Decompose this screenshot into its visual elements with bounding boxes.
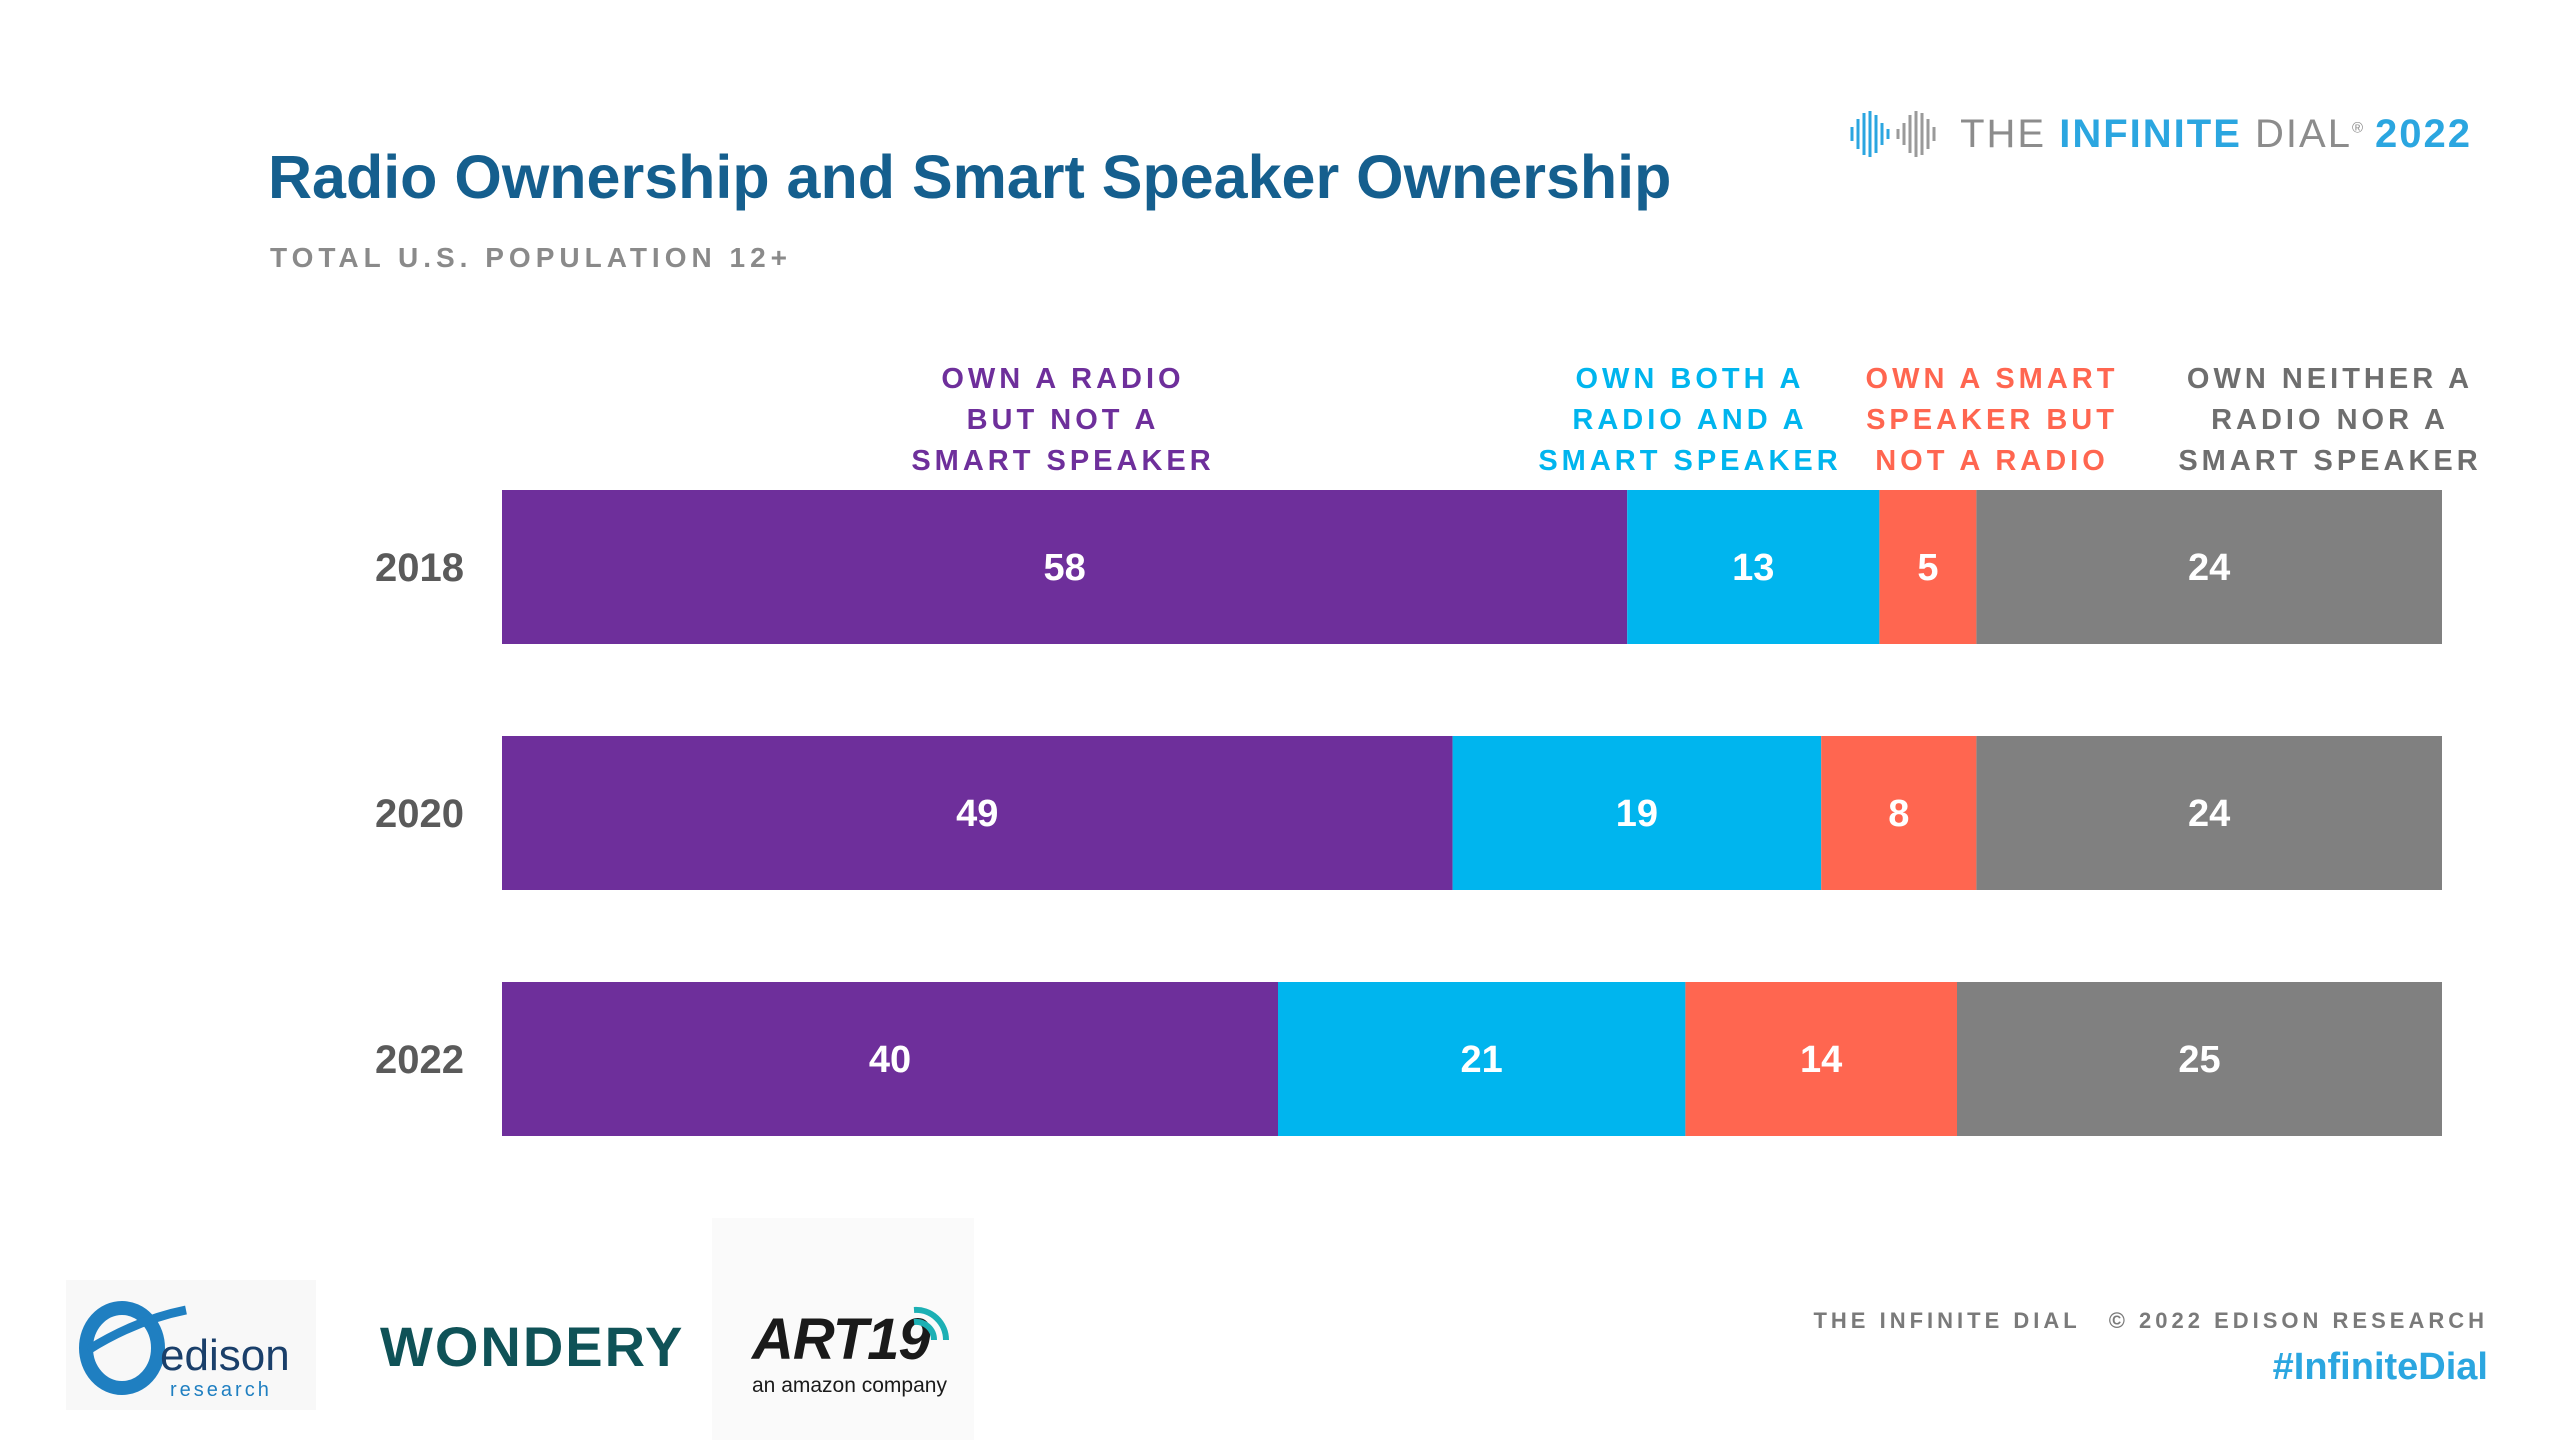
data-label-2018-own-a-smart-speaker-but-not-a-radio: 5 — [1917, 547, 1938, 589]
registered-mark: ® — [2351, 119, 2366, 137]
edison-research-logo: edison research — [66, 1280, 316, 1410]
edison-sub: research — [170, 1379, 272, 1401]
series-label-line: SMART SPEAKER — [1538, 445, 1841, 477]
data-label-2020-own-both-a-radio-and-a-smart-speaker: 19 — [1616, 793, 1658, 835]
bar-2018-own-a-radio-but-not-a-smart-speaker — [502, 490, 1628, 644]
series-label-own-a-radio-but-not-a-smart-speaker: OWN A RADIO BUT NOT A SMART SPEAKER — [911, 363, 1214, 477]
series-label-line: RADIO AND A — [1572, 404, 1807, 436]
bar-2020-own-neither-a-radio-nor-a-smart-speaker — [1976, 736, 2442, 890]
footer-credit-right: © 2022 EDISON RESEARCH — [2108, 1308, 2488, 1333]
infinite-dial-wordmark: THE INFINITE DIAL® 2022 — [1960, 112, 2472, 157]
edison-word: edison — [160, 1331, 290, 1380]
bar-2022-own-a-smart-speaker-but-not-a-radio — [1685, 982, 1957, 1136]
data-label-2020-own-a-radio-but-not-a-smart-speaker: 49 — [956, 793, 998, 835]
chart-subtitle: TOTAL U.S. POPULATION 12+ — [270, 242, 792, 273]
series-label-line: SMART SPEAKER — [911, 445, 1214, 477]
infinite-dial-brand: THE INFINITE DIAL® 2022 — [1844, 104, 2472, 164]
footer-credit-left: THE INFINITE DIAL — [1813, 1308, 2081, 1333]
bar-2022-own-both-a-radio-and-a-smart-speaker — [1278, 982, 1686, 1136]
hashtag: #InfiniteDial — [2272, 1346, 2488, 1388]
brand-infinite: INFINITE — [2059, 111, 2242, 156]
brand-the: THE — [1960, 111, 2047, 156]
data-label-2018-own-both-a-radio-and-a-smart-speaker: 13 — [1732, 547, 1774, 589]
data-label-2018-own-a-radio-but-not-a-smart-speaker: 58 — [1043, 547, 1085, 589]
bar-2020-own-a-smart-speaker-but-not-a-radio — [1821, 736, 1977, 890]
series-label-line: BUT NOT A — [967, 404, 1160, 436]
category-label-2020: 2020 — [375, 792, 464, 836]
category-label-2022: 2022 — [375, 1038, 464, 1082]
series-label-own-neither-a-radio-nor-a-smart-speaker: OWN NEITHER A RADIO NOR A SMART SPEAKER — [2178, 363, 2481, 477]
bar-2020-own-a-radio-but-not-a-smart-speaker — [502, 736, 1453, 890]
bar-2022-own-a-radio-but-not-a-smart-speaker — [502, 982, 1278, 1136]
brand-dial: DIAL — [2255, 111, 2352, 156]
series-label-line: RADIO NOR A — [2211, 404, 2449, 436]
bar-2018-own-a-smart-speaker-but-not-a-radio — [1879, 490, 1977, 644]
series-label-line: SMART SPEAKER — [2178, 445, 2481, 477]
bar-2018-own-both-a-radio-and-a-smart-speaker — [1627, 490, 1880, 644]
infinite-dial-logo-icon — [1850, 111, 1936, 157]
series-label-line: SPEAKER BUT — [1866, 404, 2118, 436]
data-label-2018-own-neither-a-radio-nor-a-smart-speaker: 24 — [2188, 547, 2230, 589]
brand-year: 2022 — [2375, 111, 2472, 156]
series-label-line: NOT A RADIO — [1875, 445, 2109, 477]
art19-tagline: an amazon company — [752, 1374, 947, 1397]
signal-arc-icon — [913, 1306, 950, 1341]
art19-word: ART19 — [752, 1307, 931, 1372]
series-label-line: OWN NEITHER A — [2187, 363, 2473, 395]
wondery-logo: WONDERY — [380, 1315, 685, 1378]
data-label-2022-own-a-radio-but-not-a-smart-speaker: 40 — [869, 1039, 911, 1081]
data-label-2020-own-a-smart-speaker-but-not-a-radio: 8 — [1888, 793, 1909, 835]
bar-2020-own-both-a-radio-and-a-smart-speaker — [1452, 736, 1822, 890]
series-label-line: OWN A RADIO — [941, 363, 1184, 395]
series-label-line: OWN A SMART — [1866, 363, 2119, 395]
bar-2022-own-neither-a-radio-nor-a-smart-speaker — [1957, 982, 2442, 1136]
data-label-2022-own-neither-a-radio-nor-a-smart-speaker: 25 — [2178, 1039, 2220, 1081]
chart-title: Radio Ownership and Smart Speaker Owners… — [268, 143, 1672, 211]
category-label-2018: 2018 — [375, 546, 464, 590]
edison-logo-icon: edison research — [79, 1301, 290, 1401]
data-label-2022-own-both-a-radio-and-a-smart-speaker: 21 — [1461, 1039, 1503, 1081]
footer-credit: THE INFINITE DIAL © 2022 EDISON RESEARCH — [1813, 1308, 2488, 1334]
bar-2018-own-neither-a-radio-nor-a-smart-speaker — [1976, 490, 2442, 644]
data-label-2020-own-neither-a-radio-nor-a-smart-speaker: 24 — [2188, 793, 2230, 835]
series-label-line: OWN BOTH A — [1575, 363, 1804, 395]
series-label-own-both-a-radio-and-a-smart-speaker: OWN BOTH A RADIO AND A SMART SPEAKER — [1538, 363, 1841, 477]
art19-logo: ART19 an amazon company — [712, 1218, 974, 1440]
series-label-own-a-smart-speaker-but-not-a-radio: OWN A SMART SPEAKER BUT NOT A RADIO — [1866, 363, 2119, 477]
data-label-2022-own-a-smart-speaker-but-not-a-radio: 14 — [1800, 1039, 1842, 1081]
